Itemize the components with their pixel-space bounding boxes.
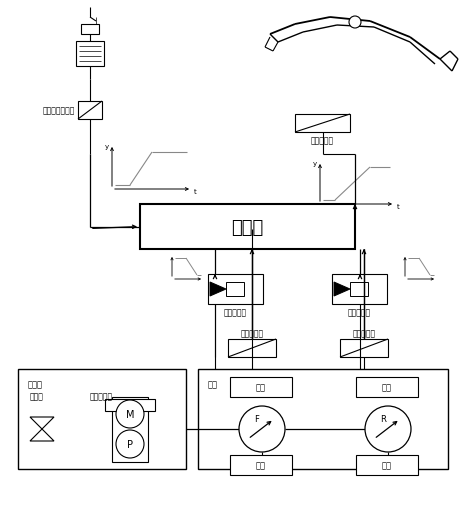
Bar — [356, 455, 418, 475]
Text: 伺服: 伺服 — [382, 383, 392, 392]
Text: 伺服: 伺服 — [256, 383, 266, 392]
Bar — [198, 369, 448, 469]
Text: 前泵比例阀: 前泵比例阀 — [224, 308, 247, 317]
Bar — [230, 455, 292, 475]
Polygon shape — [334, 282, 350, 296]
Bar — [76, 42, 104, 67]
Bar — [332, 274, 387, 304]
Text: 后泵比例阀: 后泵比例阀 — [348, 308, 371, 317]
Text: M: M — [126, 409, 134, 419]
Polygon shape — [30, 429, 54, 441]
Polygon shape — [30, 417, 54, 429]
Text: 调速器马达: 调速器马达 — [90, 391, 113, 400]
Bar — [208, 274, 263, 304]
Bar — [228, 340, 276, 357]
Circle shape — [116, 430, 144, 458]
Text: y: y — [105, 144, 109, 150]
Text: F: F — [255, 415, 259, 423]
Bar — [18, 369, 186, 469]
Polygon shape — [210, 282, 226, 296]
Bar — [350, 282, 368, 296]
Bar — [140, 205, 355, 249]
Text: 压力传感器: 压力传感器 — [352, 329, 375, 338]
Text: 主泵: 主泵 — [208, 379, 218, 388]
Bar — [356, 377, 418, 397]
Bar — [81, 25, 99, 35]
Circle shape — [365, 406, 411, 452]
Bar — [230, 377, 292, 397]
Text: P: P — [127, 439, 133, 449]
Text: 控制器: 控制器 — [232, 218, 263, 236]
Text: y: y — [313, 161, 317, 166]
Text: 伺服: 伺服 — [382, 461, 392, 470]
Bar — [340, 340, 388, 357]
Bar — [105, 399, 155, 411]
Text: 喷油泵: 喷油泵 — [30, 391, 44, 400]
Text: 伺服: 伺服 — [256, 461, 266, 470]
Text: 位置传感器: 位置传感器 — [311, 136, 334, 145]
Bar — [78, 102, 102, 120]
Circle shape — [116, 400, 144, 428]
Text: R: R — [380, 415, 386, 423]
Text: t: t — [194, 189, 196, 194]
Text: t: t — [397, 204, 400, 210]
Text: 先导压力传感器: 先导压力传感器 — [43, 106, 75, 115]
Bar — [226, 282, 244, 296]
Text: 发动机: 发动机 — [28, 379, 43, 388]
Bar — [295, 115, 350, 133]
Text: 压力传感器: 压力传感器 — [240, 329, 263, 338]
Circle shape — [239, 406, 285, 452]
Circle shape — [349, 17, 361, 29]
Bar — [112, 397, 148, 462]
